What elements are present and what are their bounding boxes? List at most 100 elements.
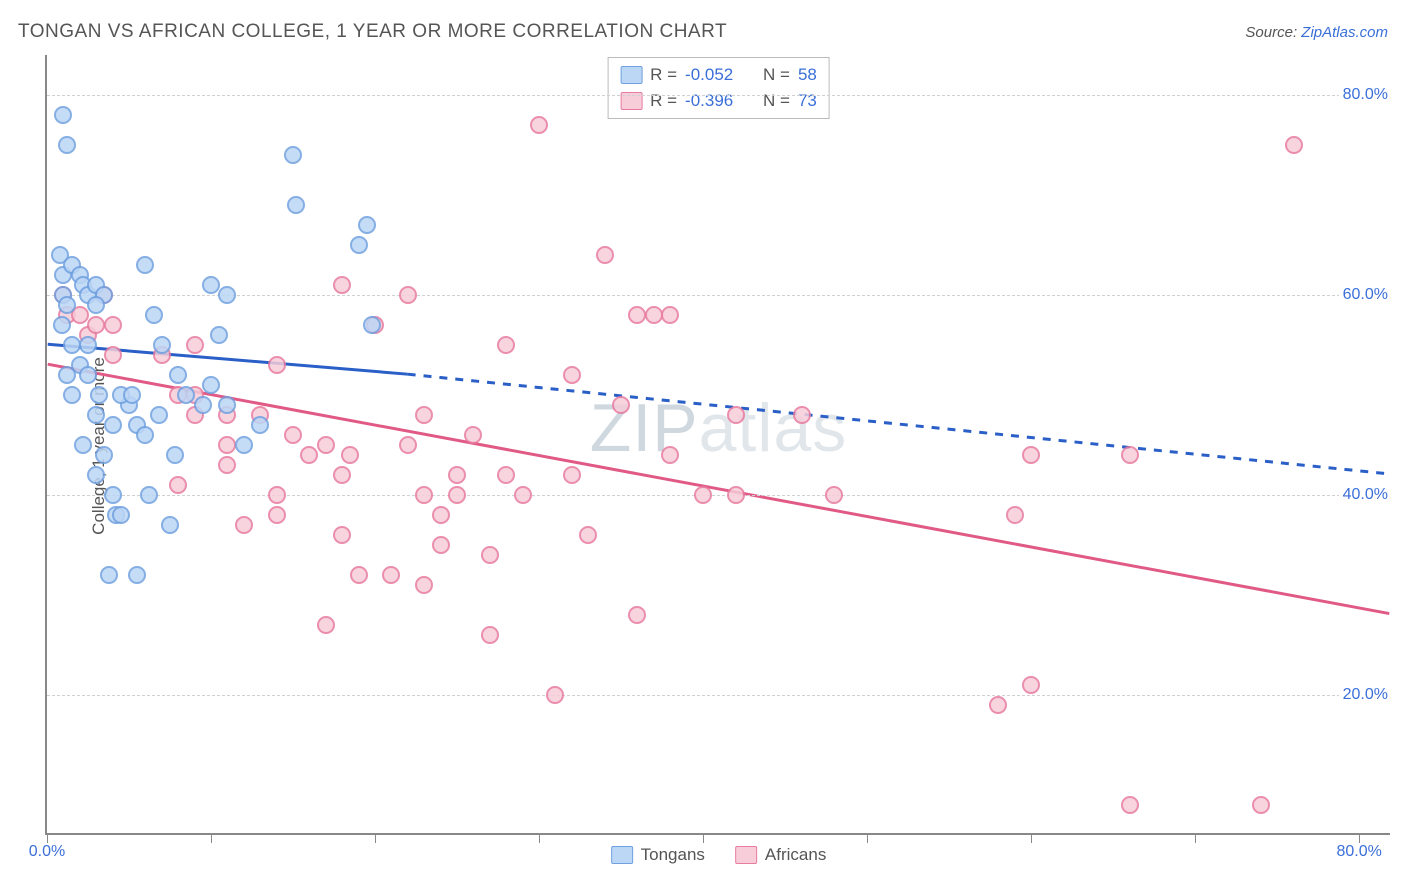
data-point-tongans: [104, 416, 122, 434]
legend-swatch: [620, 66, 642, 84]
data-point-africans: [1252, 796, 1270, 814]
data-point-tongans: [54, 106, 72, 124]
data-point-tongans: [123, 386, 141, 404]
x-tick: [539, 833, 540, 843]
data-point-africans: [481, 626, 499, 644]
data-point-africans: [104, 346, 122, 364]
data-point-africans: [415, 406, 433, 424]
gridline: [47, 295, 1390, 296]
x-tick: [211, 833, 212, 843]
data-point-africans: [399, 286, 417, 304]
data-point-africans: [1285, 136, 1303, 154]
data-point-africans: [382, 566, 400, 584]
data-point-tongans: [166, 446, 184, 464]
data-point-tongans: [128, 566, 146, 584]
data-point-africans: [169, 476, 187, 494]
y-tick-label: 60.0%: [1339, 286, 1392, 304]
legend-n-label: N =: [763, 91, 790, 111]
legend-series: Tongans Africans: [611, 845, 827, 865]
chart-container: TONGAN VS AFRICAN COLLEGE, 1 YEAR OR MOR…: [0, 0, 1406, 892]
data-point-tongans: [87, 466, 105, 484]
data-point-tongans: [202, 376, 220, 394]
data-point-africans: [1121, 446, 1139, 464]
legend-swatch: [735, 846, 757, 864]
data-point-tongans: [153, 336, 171, 354]
x-tick: [1031, 833, 1032, 843]
data-point-africans: [415, 576, 433, 594]
source-link[interactable]: ZipAtlas.com: [1301, 24, 1388, 41]
data-point-africans: [341, 446, 359, 464]
data-point-tongans: [74, 436, 92, 454]
data-point-tongans: [218, 396, 236, 414]
data-point-africans: [497, 336, 515, 354]
data-point-africans: [628, 606, 646, 624]
data-point-africans: [268, 506, 286, 524]
data-point-africans: [727, 406, 745, 424]
data-point-tongans: [136, 426, 154, 444]
data-point-africans: [448, 486, 466, 504]
gridline: [47, 695, 1390, 696]
legend-swatch: [611, 846, 633, 864]
data-point-tongans: [287, 196, 305, 214]
gridline: [47, 95, 1390, 96]
x-tick-label: 80.0%: [1337, 843, 1382, 861]
data-point-tongans: [350, 236, 368, 254]
data-point-tongans: [177, 386, 195, 404]
data-point-tongans: [87, 296, 105, 314]
legend-r-label: R =: [650, 65, 677, 85]
plot-area: ZIPatlas R =-0.052N =58R =-0.396N =73 20…: [45, 55, 1390, 835]
legend-r-value: -0.396: [685, 91, 745, 111]
data-point-africans: [579, 526, 597, 544]
data-point-tongans: [79, 366, 97, 384]
data-point-tongans: [218, 286, 236, 304]
data-point-tongans: [358, 216, 376, 234]
data-point-africans: [432, 506, 450, 524]
y-tick-label: 20.0%: [1339, 686, 1392, 704]
data-point-tongans: [90, 386, 108, 404]
data-point-africans: [612, 396, 630, 414]
data-point-tongans: [150, 406, 168, 424]
data-point-tongans: [63, 336, 81, 354]
data-point-africans: [268, 356, 286, 374]
data-point-africans: [104, 316, 122, 334]
data-point-africans: [448, 466, 466, 484]
data-point-africans: [317, 616, 335, 634]
title-bar: TONGAN VS AFRICAN COLLEGE, 1 YEAR OR MOR…: [18, 18, 1388, 46]
legend-item: Africans: [735, 845, 826, 865]
data-point-tongans: [136, 256, 154, 274]
data-point-tongans: [169, 366, 187, 384]
data-point-africans: [596, 246, 614, 264]
data-point-africans: [825, 486, 843, 504]
data-point-africans: [497, 466, 515, 484]
data-point-africans: [628, 306, 646, 324]
data-point-africans: [300, 446, 318, 464]
data-point-africans: [464, 426, 482, 444]
data-point-tongans: [145, 306, 163, 324]
legend-n-value: 73: [798, 91, 817, 111]
legend-stats: R =-0.052N =58R =-0.396N =73: [607, 57, 830, 119]
data-point-africans: [661, 306, 679, 324]
data-point-tongans: [112, 506, 130, 524]
legend-n-value: 58: [798, 65, 817, 85]
x-tick: [1195, 833, 1196, 843]
data-point-tongans: [104, 486, 122, 504]
data-point-tongans: [235, 436, 253, 454]
data-point-africans: [563, 366, 581, 384]
data-point-africans: [661, 446, 679, 464]
source-prefix: Source:: [1245, 24, 1301, 41]
data-point-tongans: [100, 566, 118, 584]
legend-item: Tongans: [611, 845, 705, 865]
data-point-africans: [645, 306, 663, 324]
data-point-tongans: [194, 396, 212, 414]
data-point-africans: [1022, 676, 1040, 694]
data-point-africans: [87, 316, 105, 334]
watermark-bold: ZIP: [590, 390, 699, 466]
data-point-africans: [415, 486, 433, 504]
data-point-africans: [235, 516, 253, 534]
data-point-tongans: [161, 516, 179, 534]
source-attribution: Source: ZipAtlas.com: [1245, 24, 1388, 41]
data-point-tongans: [210, 326, 228, 344]
x-tick: [375, 833, 376, 843]
plot-inner: ZIPatlas R =-0.052N =58R =-0.396N =73 20…: [47, 55, 1390, 833]
x-tick: [703, 833, 704, 843]
